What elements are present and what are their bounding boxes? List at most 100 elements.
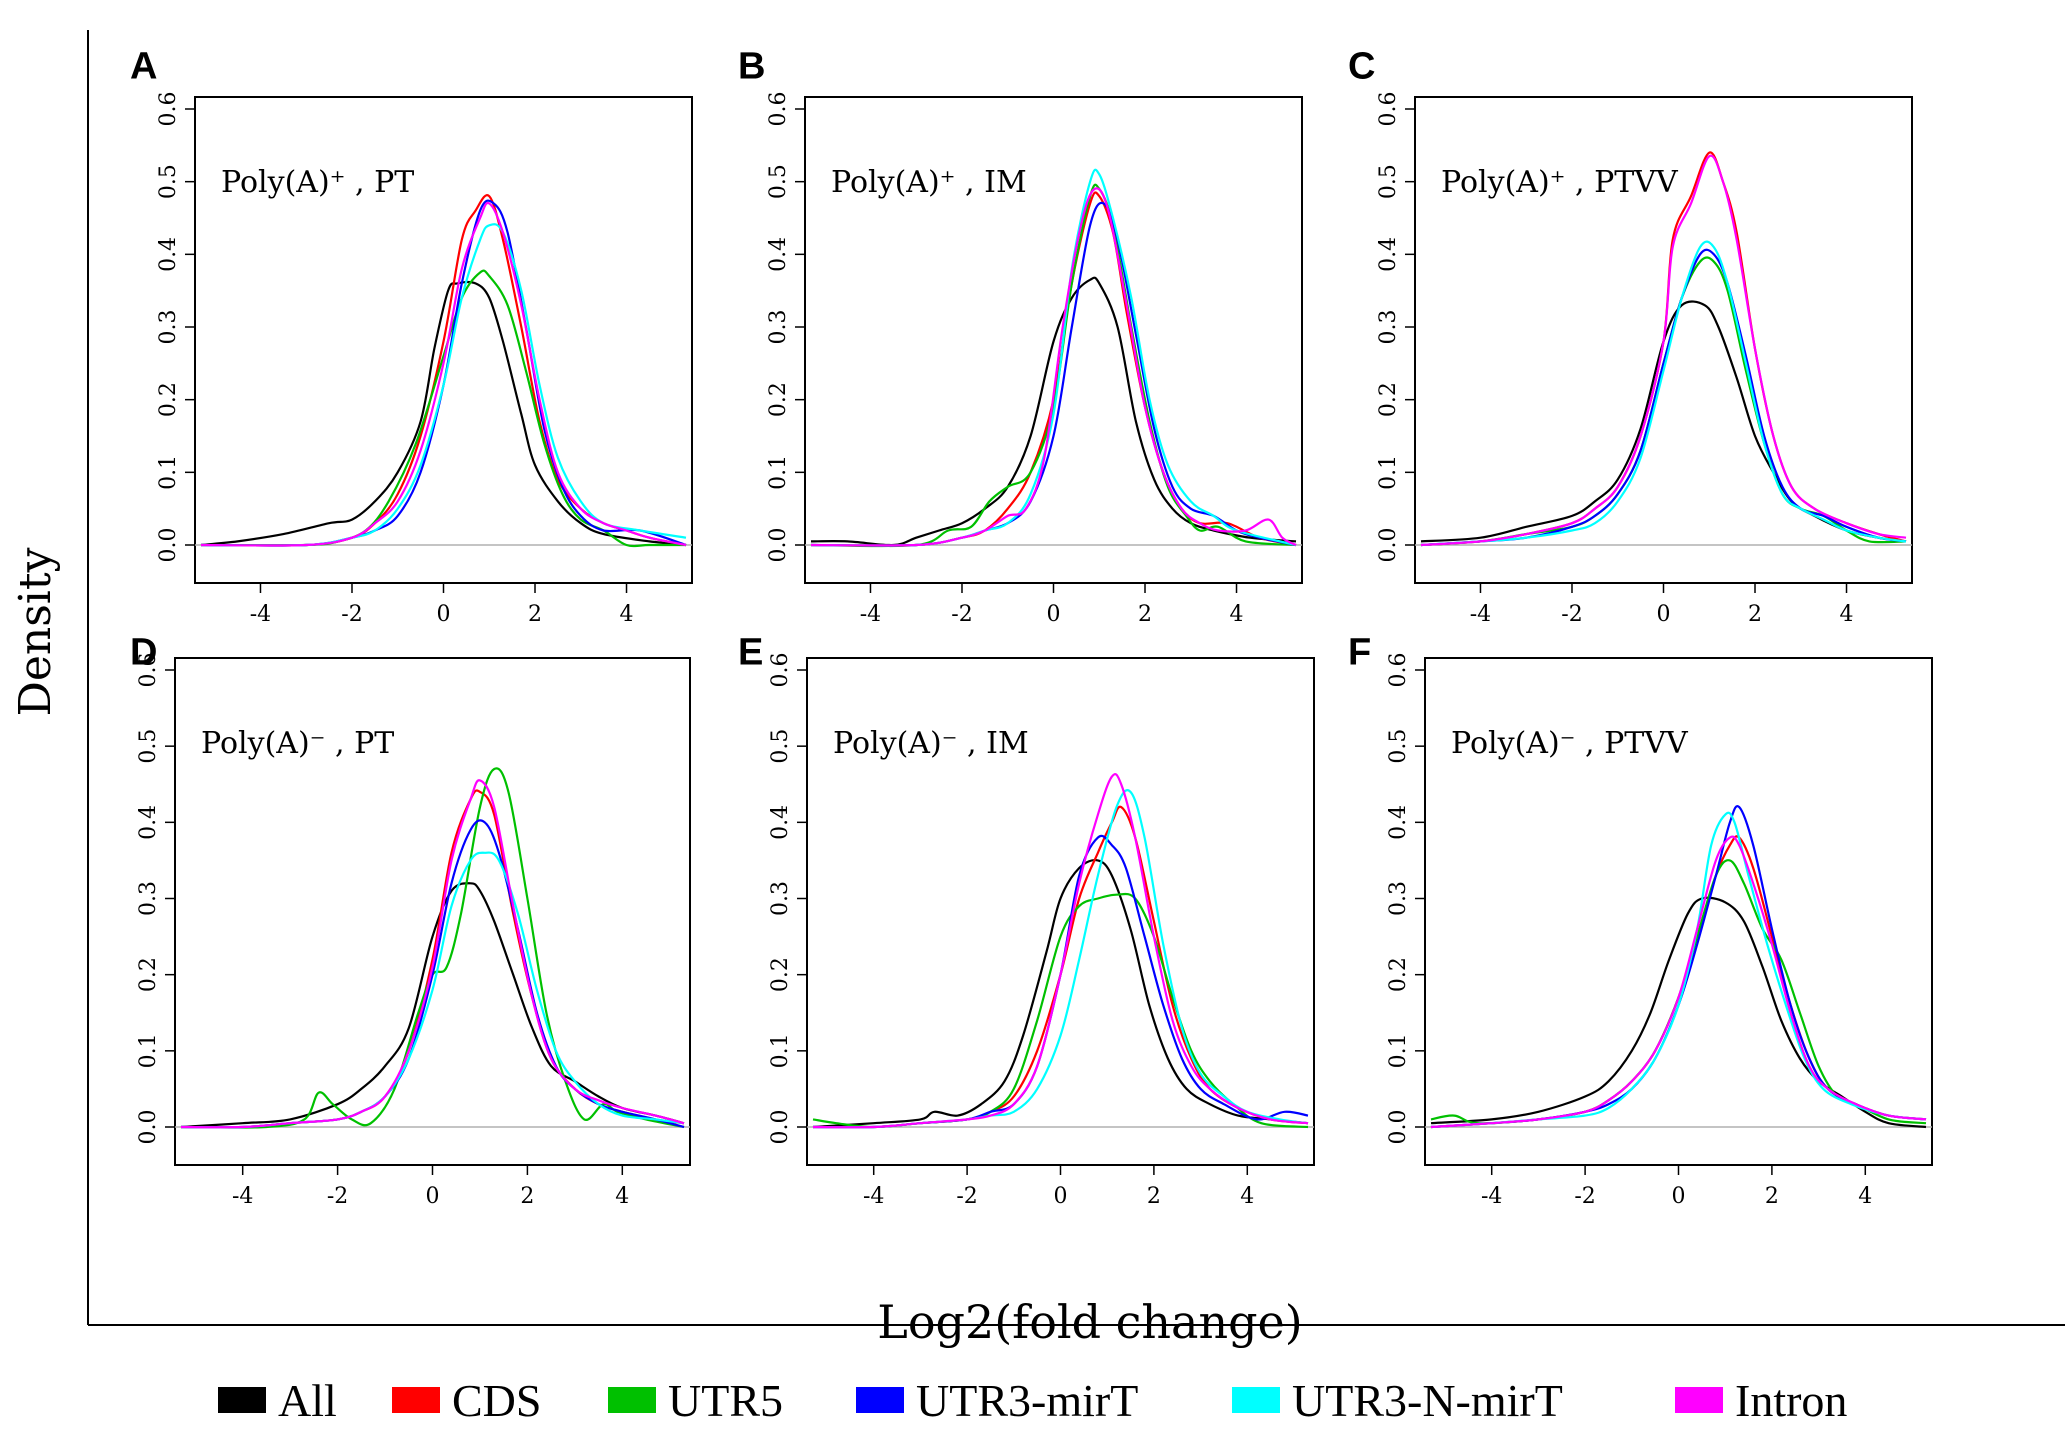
x-tick-label: 0 bbox=[1672, 1184, 1686, 1209]
y-tick-label: 0.1 bbox=[156, 455, 181, 490]
panel-d: D 0.0 0.1 0.2 0.3 0.4 0.5 0.6 -4 -2 0 2 4 Poly(A)⁻ , … bbox=[130, 631, 691, 1209]
y-tick-label: 0.3 bbox=[766, 310, 791, 345]
series-line-intron bbox=[180, 779, 685, 1129]
y-tick-label: 0.1 bbox=[1376, 455, 1401, 490]
legend-swatch-utr3-mirt bbox=[856, 1387, 904, 1413]
panel-e: E 0.0 0.1 0.2 0.3 0.4 0.5 0.6 -4 -2 0 2 4 Poly(A)⁻ , … bbox=[738, 631, 1315, 1209]
legend-swatch-all bbox=[218, 1387, 266, 1413]
y-tick-label: 0.5 bbox=[156, 164, 181, 199]
series-line-intron bbox=[1430, 835, 1927, 1129]
legend: All CDS UTR5 UTR3-mirT UTR3-N-mirT Intro… bbox=[0, 1370, 2072, 1430]
legend-label-utr3-n-mirt: UTR3-N-mirT bbox=[1292, 1374, 1563, 1426]
x-tick-label: -4 bbox=[1470, 602, 1491, 627]
panel-b: B 0.0 0.1 0.2 0.3 0.4 0.5 0.6 -4 -2 0 2 4 Poly(A)⁺ , … bbox=[738, 45, 1303, 627]
panel-a: A 0.0 0.1 0.2 0.3 0.4 0.5 0.6 -4 -2 0 2 4 Poly(A)⁺ , … bbox=[130, 45, 693, 627]
legend-label-all: All bbox=[278, 1374, 337, 1426]
series-line-utr3-n-mirt bbox=[810, 168, 1297, 547]
x-tick-label: 2 bbox=[520, 1184, 534, 1209]
series-line-all bbox=[200, 280, 687, 547]
x-tick-label: -2 bbox=[1574, 1184, 1595, 1209]
x-tick-label: 4 bbox=[620, 602, 634, 627]
y-tick-label: 0.4 bbox=[768, 805, 793, 840]
panel-title: Poly(A)⁺ , PT bbox=[221, 165, 414, 200]
y-tick-label: 0.6 bbox=[1376, 92, 1401, 127]
panel-f: F 0.0 0.1 0.2 0.3 0.4 0.5 0.6 -4 -2 0 2 4 Poly(A)⁻ , … bbox=[1348, 631, 1933, 1209]
y-tick-label: 0.6 bbox=[768, 653, 793, 688]
legend-label-utr3-mirt: UTR3-mirT bbox=[916, 1374, 1139, 1426]
panel-label: F bbox=[1348, 631, 1371, 673]
y-tick-label: 0.1 bbox=[766, 455, 791, 490]
series-line-cds bbox=[810, 191, 1297, 547]
y-tick-label: 0.0 bbox=[136, 1110, 161, 1145]
y-tick-label: 0.2 bbox=[156, 382, 181, 417]
y-tick-label: 0.0 bbox=[1386, 1110, 1411, 1145]
y-tick-label: 0.4 bbox=[1386, 805, 1411, 840]
x-tick-label: -4 bbox=[250, 602, 271, 627]
y-tick-label: 0.4 bbox=[136, 805, 161, 840]
y-tick-label: 0.6 bbox=[1386, 653, 1411, 688]
x-tick-label: -2 bbox=[341, 602, 362, 627]
legend-swatch-intron bbox=[1675, 1387, 1723, 1413]
y-axis-title: Density bbox=[10, 547, 61, 716]
x-tick-label: -4 bbox=[1481, 1184, 1502, 1209]
y-tick-label: 0.3 bbox=[1386, 881, 1411, 916]
panel-label: A bbox=[130, 45, 157, 87]
x-tick-label: 0 bbox=[1657, 602, 1671, 627]
legend-label-intron: Intron bbox=[1735, 1374, 1848, 1426]
y-tick-label: 0.4 bbox=[156, 237, 181, 272]
y-tick-label: 0.6 bbox=[136, 653, 161, 688]
series-line-all bbox=[812, 858, 1309, 1129]
y-tick-label: 0.2 bbox=[136, 957, 161, 992]
series-line-utr5 bbox=[810, 183, 1297, 548]
panel-title: Poly(A)⁺ , IM bbox=[831, 165, 1027, 200]
y-tick-label: 0.4 bbox=[766, 237, 791, 272]
legend-item-utr3-n-mirt: UTR3-N-mirT bbox=[1232, 1370, 1563, 1430]
x-tick-label: 2 bbox=[1765, 1184, 1779, 1209]
series-line-utr3-n-mirt bbox=[812, 789, 1309, 1129]
legend-item-utr3-mirt: UTR3-mirT bbox=[856, 1370, 1138, 1430]
y-tick-label: 0.0 bbox=[1376, 528, 1401, 563]
x-tick-label: 0 bbox=[1054, 1184, 1068, 1209]
x-tick-label: 4 bbox=[1858, 1184, 1872, 1209]
series-line-all bbox=[1430, 896, 1927, 1129]
series-line-utr3-mirt bbox=[180, 819, 685, 1129]
x-tick-label: -2 bbox=[1561, 602, 1582, 627]
panel-title: Poly(A)⁺ , PTVV bbox=[1441, 165, 1679, 200]
x-tick-label: -4 bbox=[863, 1184, 884, 1209]
y-tick-label: 0.0 bbox=[768, 1110, 793, 1145]
series-line-utr5 bbox=[1420, 256, 1907, 547]
series-line-utr3-mirt bbox=[812, 834, 1309, 1129]
series-line-cds bbox=[200, 194, 687, 547]
y-tick-label: 0.6 bbox=[156, 92, 181, 127]
panel-label: D bbox=[130, 631, 157, 673]
series-line-utr3-mirt bbox=[1420, 248, 1907, 547]
panel-title: Poly(A)⁻ , PTVV bbox=[1451, 726, 1689, 761]
series-line-all bbox=[810, 276, 1297, 547]
series-line-utr5 bbox=[180, 767, 685, 1129]
x-tick-label: -2 bbox=[327, 1184, 348, 1209]
x-tick-label: 0 bbox=[1047, 602, 1061, 627]
y-tick-label: 0.1 bbox=[1386, 1033, 1411, 1068]
y-tick-label: 0.3 bbox=[156, 310, 181, 345]
panel-label: C bbox=[1348, 45, 1375, 87]
legend-item-all: All bbox=[218, 1370, 337, 1430]
series-line-intron bbox=[812, 773, 1309, 1129]
legend-item-intron: Intron bbox=[1675, 1370, 1847, 1430]
x-tick-label: 4 bbox=[615, 1184, 629, 1209]
series-line-utr3-n-mirt bbox=[180, 851, 685, 1129]
y-tick-label: 0.0 bbox=[766, 528, 791, 563]
x-tick-label: -4 bbox=[860, 602, 881, 627]
series-line-cds bbox=[180, 789, 685, 1129]
x-tick-label: 4 bbox=[1240, 1184, 1254, 1209]
x-tick-label: 2 bbox=[528, 602, 542, 627]
y-tick-label: 0.6 bbox=[766, 92, 791, 127]
x-tick-label: 4 bbox=[1230, 602, 1244, 627]
x-tick-label: -4 bbox=[232, 1184, 253, 1209]
x-tick-label: -2 bbox=[951, 602, 972, 627]
y-tick-label: 0.2 bbox=[768, 957, 793, 992]
legend-item-utr5: UTR5 bbox=[608, 1370, 783, 1430]
y-tick-label: 0.1 bbox=[136, 1033, 161, 1068]
series-line-all bbox=[180, 882, 685, 1129]
series-line-utr3-mirt bbox=[1430, 805, 1927, 1129]
series-line-utr3-mirt bbox=[200, 199, 687, 547]
